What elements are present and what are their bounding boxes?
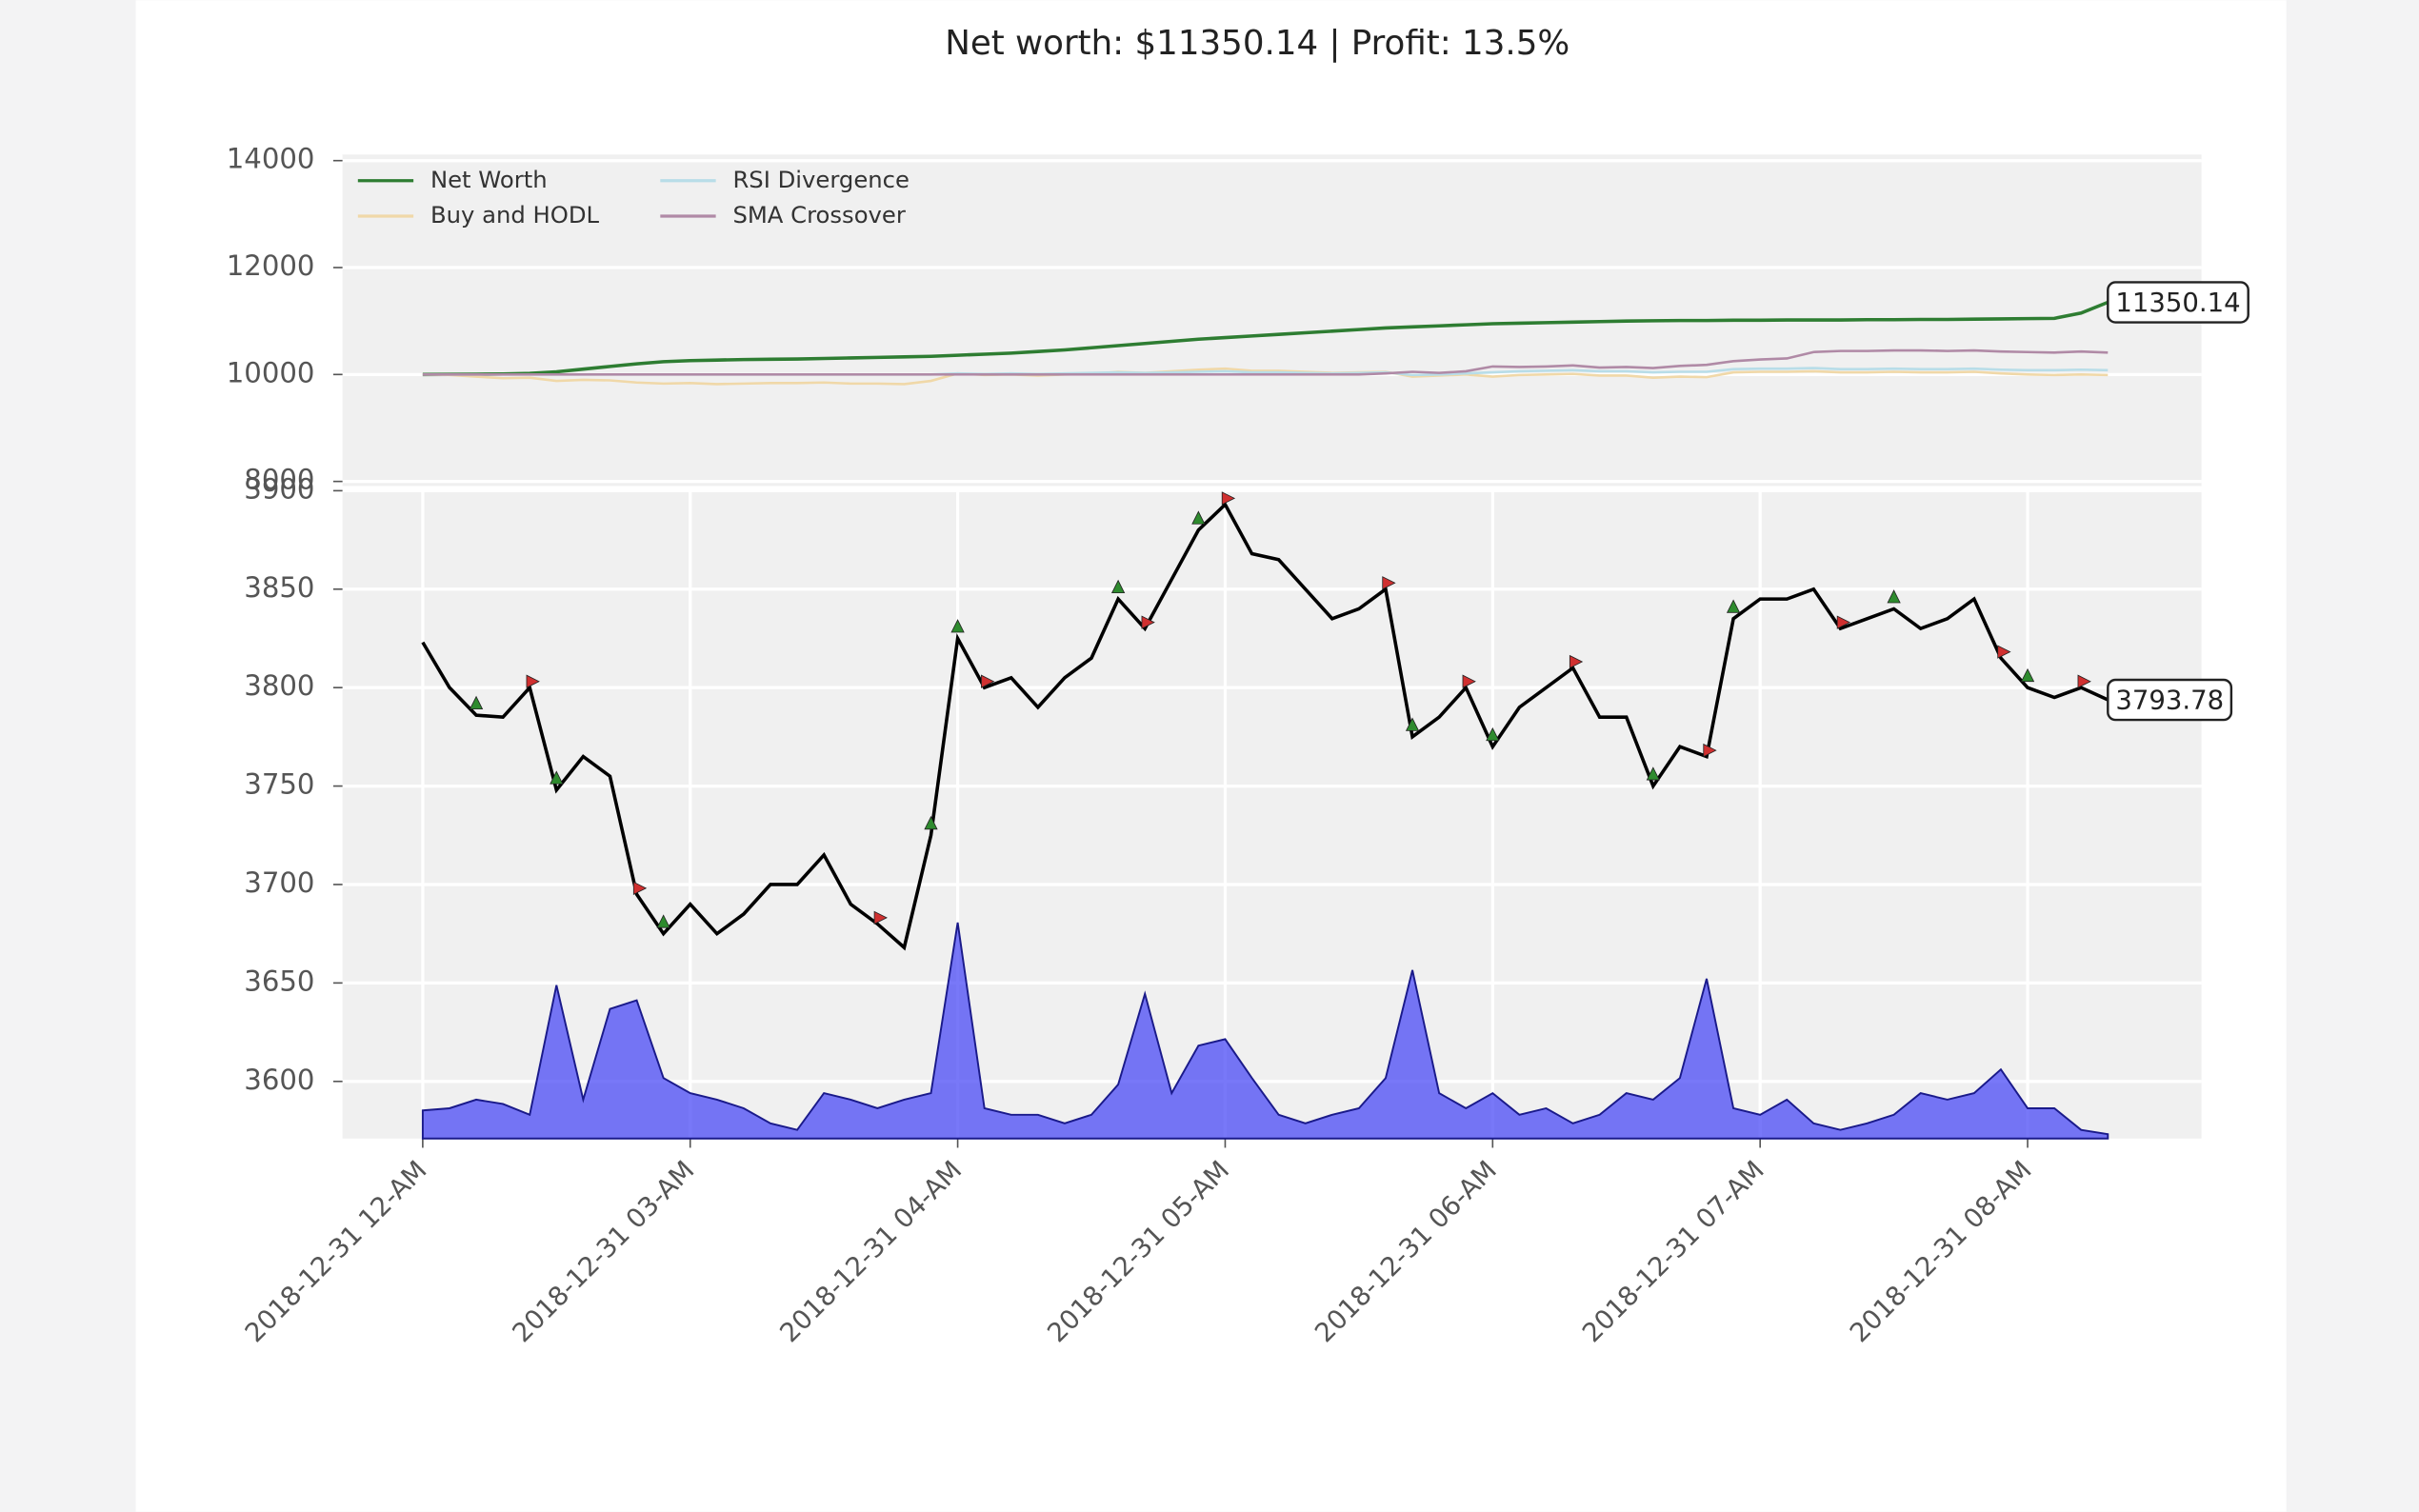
sell-marker xyxy=(2077,674,2091,688)
y-tick-label: 12000 xyxy=(227,249,315,282)
annotation: 3793.78 xyxy=(2115,686,2224,716)
buy-marker xyxy=(1887,589,1901,604)
sell-marker xyxy=(1141,615,1155,629)
y-tick-label: 10000 xyxy=(227,356,315,388)
y-tick-label: 14000 xyxy=(227,143,315,175)
sell-marker xyxy=(1462,674,1476,688)
sell-marker xyxy=(1221,491,1236,506)
annotation-box xyxy=(2107,281,2249,324)
sell-marker xyxy=(1836,615,1851,629)
legend-label: Buy and HODL xyxy=(430,201,600,229)
sell-marker xyxy=(632,881,648,895)
buy-marker xyxy=(469,695,484,710)
buy-marker xyxy=(1110,579,1126,594)
legend-label: RSI Divergence xyxy=(732,166,910,193)
buy-marker xyxy=(550,770,564,785)
buy-marker xyxy=(1486,726,1500,742)
buy-marker xyxy=(656,914,670,928)
buy-marker xyxy=(2020,667,2035,683)
y-tick-label: 8000 xyxy=(244,464,314,496)
y-tick-label: 3600 xyxy=(244,1064,314,1096)
sell-marker xyxy=(873,910,888,925)
legend-label: Net Worth xyxy=(430,166,548,193)
sell-marker xyxy=(1997,645,2011,659)
series-line xyxy=(421,501,2109,951)
y-tick-label: 3700 xyxy=(244,866,314,899)
annotation: 11350.14 xyxy=(2115,288,2240,318)
y-tick-label: 3900 xyxy=(244,472,314,505)
chart-title: Net worth: $11350.14 | Profit: 13.5% xyxy=(945,24,1569,63)
series-line xyxy=(422,367,2109,386)
buy-marker xyxy=(924,815,938,830)
buy-marker xyxy=(1191,510,1206,525)
sell-marker xyxy=(1703,743,1717,758)
y-tick-label: 3750 xyxy=(244,768,314,801)
sell-marker xyxy=(526,674,540,688)
buy-marker xyxy=(1646,766,1660,781)
buy-marker xyxy=(950,619,965,633)
y-tick-label: 3650 xyxy=(244,965,314,997)
volume-area xyxy=(421,922,2109,1140)
sell-marker xyxy=(1382,576,1396,590)
buy-marker xyxy=(1405,717,1420,731)
buy-marker xyxy=(1726,599,1741,613)
y-tick-label: 3850 xyxy=(244,571,314,604)
series-line xyxy=(422,348,2109,376)
annotation-box xyxy=(2107,678,2233,722)
y-tick-label: 3800 xyxy=(244,669,314,702)
sell-marker xyxy=(981,674,995,688)
legend-label: SMA Crossover xyxy=(732,201,905,229)
series-line xyxy=(422,300,2109,377)
sell-marker xyxy=(1569,654,1584,669)
